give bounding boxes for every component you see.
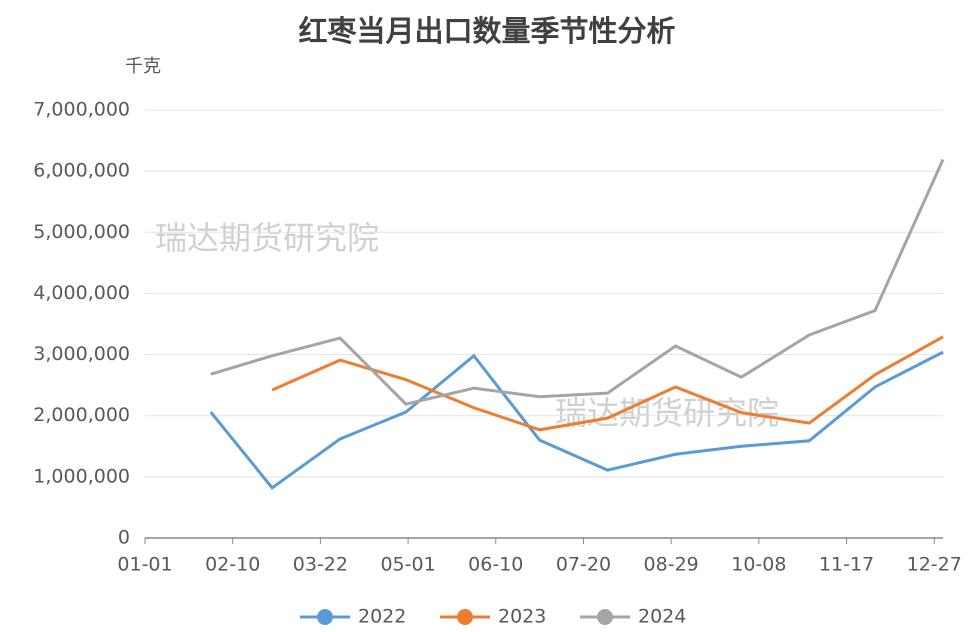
x-tick-label: 06-10 — [468, 554, 523, 576]
series-line — [209, 350, 944, 490]
y-tick-label: 6,000,000 — [33, 160, 130, 182]
y-tick-label: 3,000,000 — [33, 343, 130, 365]
legend-label: 2023 — [498, 606, 546, 628]
x-tick-label: 08-29 — [644, 554, 699, 576]
y-tick-label: 0 — [118, 527, 130, 549]
x-tick-label: 05-01 — [380, 554, 435, 576]
x-tick-label: 03-22 — [293, 554, 348, 576]
series-line — [271, 335, 944, 432]
x-tick-label: 10-08 — [731, 554, 786, 576]
legend-marker — [457, 609, 473, 625]
x-tick-label: 12-27 — [907, 554, 962, 576]
legend-label: 2022 — [358, 606, 406, 628]
y-tick-label: 2,000,000 — [33, 404, 130, 426]
x-tick-label: 07-20 — [556, 554, 611, 576]
chart-title: 红枣当月出口数量季节性分析 — [298, 14, 675, 48]
legend-marker — [597, 609, 613, 625]
y-unit: 千克 — [125, 56, 161, 77]
x-tick-label: 11-17 — [819, 554, 874, 576]
x-tick-label: 02-10 — [205, 554, 260, 576]
legend-marker — [317, 609, 333, 625]
y-tick-label: 1,000,000 — [33, 465, 130, 487]
watermark: 瑞达期货研究院 — [155, 219, 379, 257]
y-tick-label: 5,000,000 — [33, 221, 130, 243]
legend-label: 2024 — [638, 606, 686, 628]
y-tick-label: 7,000,000 — [33, 99, 130, 121]
y-tick-label: 4,000,000 — [33, 282, 130, 304]
x-tick-label: 01-01 — [117, 554, 172, 576]
series-line — [210, 158, 945, 406]
